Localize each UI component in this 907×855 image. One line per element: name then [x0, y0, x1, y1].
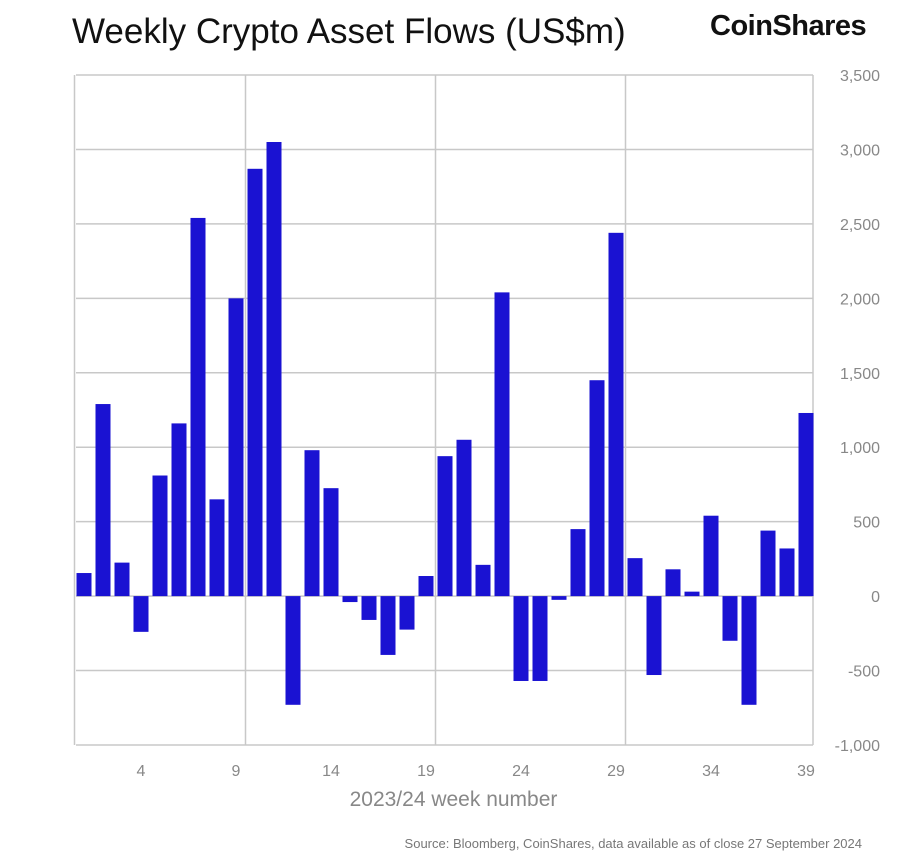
bar-week-16 [361, 596, 377, 620]
bar-week-1 [76, 573, 92, 597]
bar-week-10 [247, 168, 263, 597]
bar-week-25 [532, 596, 548, 681]
y-tick-label: -500 [848, 664, 880, 681]
bar-week-14 [323, 488, 339, 597]
bar-week-20 [437, 456, 453, 597]
y-tick-label: 1,500 [840, 366, 880, 383]
x-tick-label: 29 [607, 763, 625, 780]
bar-week-7 [190, 217, 206, 597]
y-tick-label: 3,000 [840, 142, 880, 159]
bar-week-12 [285, 596, 301, 705]
bar-week-11 [266, 142, 282, 597]
source-note: Source: Bloomberg, CoinShares, data avai… [404, 836, 862, 851]
x-tick-label: 19 [417, 763, 435, 780]
bar-week-35 [722, 596, 738, 641]
bar-week-33 [684, 591, 700, 597]
x-tick-label: 9 [232, 763, 241, 780]
x-tick-label: 4 [137, 763, 146, 780]
bar-week-9 [228, 298, 244, 597]
x-tick-label: 34 [702, 763, 720, 780]
chart-title: Weekly Crypto Asset Flows (US$m) [72, 12, 626, 51]
bar-week-28 [589, 380, 605, 597]
x-tick-label: 24 [512, 763, 530, 780]
bar-week-36 [741, 596, 757, 705]
y-tick-label: 2,500 [840, 217, 880, 234]
bar-week-8 [209, 499, 225, 597]
x-tick-label: 14 [322, 763, 340, 780]
bar-week-29 [608, 232, 624, 597]
y-tick-label: 500 [853, 515, 880, 532]
x-axis-label: 2023/24 week number [349, 788, 558, 811]
coinshares-logo: CoinShares [710, 10, 867, 42]
x-tick-label: 39 [797, 763, 815, 780]
y-tick-label: -1,000 [835, 738, 880, 755]
bar-week-22 [475, 564, 491, 597]
bar-week-38 [779, 548, 795, 597]
bar-week-39 [798, 412, 814, 597]
bar-week-30 [627, 558, 643, 597]
y-tick-label: 0 [871, 589, 880, 606]
bar-week-6 [171, 423, 187, 597]
bar-week-17 [380, 596, 396, 655]
y-tick-label: 2,000 [840, 291, 880, 308]
bar-week-13 [304, 450, 320, 597]
bar-week-4 [133, 596, 149, 632]
bar-week-3 [114, 562, 130, 597]
bar-week-24 [513, 596, 529, 681]
bar-week-32 [665, 569, 681, 597]
bar-week-26 [551, 596, 567, 600]
y-tick-label: 1,000 [840, 440, 880, 457]
bar-week-21 [456, 439, 472, 597]
bar-week-5 [152, 475, 168, 597]
bar-week-15 [342, 596, 358, 603]
bar-week-2 [95, 404, 111, 597]
bar-week-18 [399, 596, 415, 630]
bar-week-31 [646, 596, 662, 676]
bar-week-27 [570, 529, 586, 597]
bar-week-19 [418, 576, 434, 597]
y-tick-label: 3,500 [840, 68, 880, 85]
bar-week-37 [760, 530, 776, 597]
bar-week-34 [703, 515, 719, 597]
bar-week-23 [494, 292, 510, 597]
